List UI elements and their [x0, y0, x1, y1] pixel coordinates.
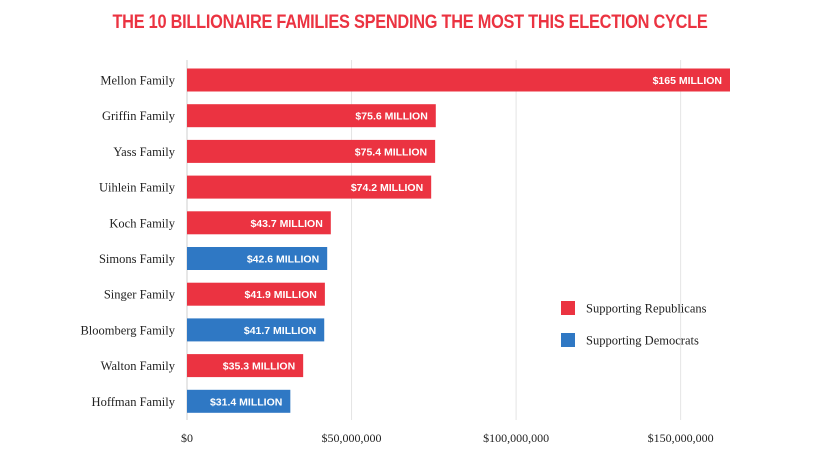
bar-walton-family: [187, 354, 304, 378]
category-label: Yass Family: [113, 145, 175, 159]
x-tick-label: $50,000,000: [322, 431, 382, 445]
chart-title: THE 10 BILLIONAIRE FAMILIES SPENDING THE…: [112, 12, 708, 33]
legend-label: Supporting Democrats: [586, 334, 699, 348]
data-label: $75.6 MILLION: [355, 111, 427, 123]
category-label: Bloomberg Family: [80, 323, 175, 337]
bar-koch-family: [187, 211, 331, 235]
data-label: $35.3 MILLION: [223, 361, 295, 373]
data-label: $74.2 MILLION: [351, 182, 423, 194]
bar-mellon-family: [187, 68, 730, 92]
data-label: $75.4 MILLION: [355, 146, 427, 158]
bar-bloomberg-family: [187, 318, 325, 342]
legend-label: Supporting Republicans: [586, 302, 707, 316]
x-tick-label: $0: [181, 431, 193, 445]
category-label: Hoffman Family: [92, 395, 176, 409]
data-label: $42.6 MILLION: [247, 254, 319, 266]
x-tick-label: $100,000,000: [483, 431, 549, 445]
data-label: $41.9 MILLION: [245, 289, 317, 301]
bar-simons-family: [187, 247, 328, 270]
category-label: Mellon Family: [100, 74, 175, 88]
data-label: $165 MILLION: [653, 75, 722, 87]
category-label: Simons Family: [99, 252, 176, 266]
category-label: Walton Family: [101, 359, 176, 373]
category-label: Uihlein Family: [99, 181, 176, 195]
x-tick-label: $150,000,000: [648, 431, 714, 445]
data-label: $31.4 MILLION: [210, 396, 282, 408]
bar-uihlein-family: [187, 175, 432, 199]
data-label: $43.7 MILLION: [250, 218, 322, 230]
bar-singer-family: [187, 282, 325, 306]
legend-swatch-republican: [561, 301, 575, 315]
category-label: Koch Family: [109, 216, 175, 230]
legend-swatch-democrat: [561, 333, 575, 347]
bar-hoffman-family: [187, 389, 291, 413]
category-label: Singer Family: [104, 288, 176, 302]
bar-yass-family: [187, 139, 436, 163]
bar-griffin-family: [187, 104, 436, 128]
data-label: $41.7 MILLION: [244, 325, 316, 337]
category-label: Griffin Family: [102, 109, 176, 123]
